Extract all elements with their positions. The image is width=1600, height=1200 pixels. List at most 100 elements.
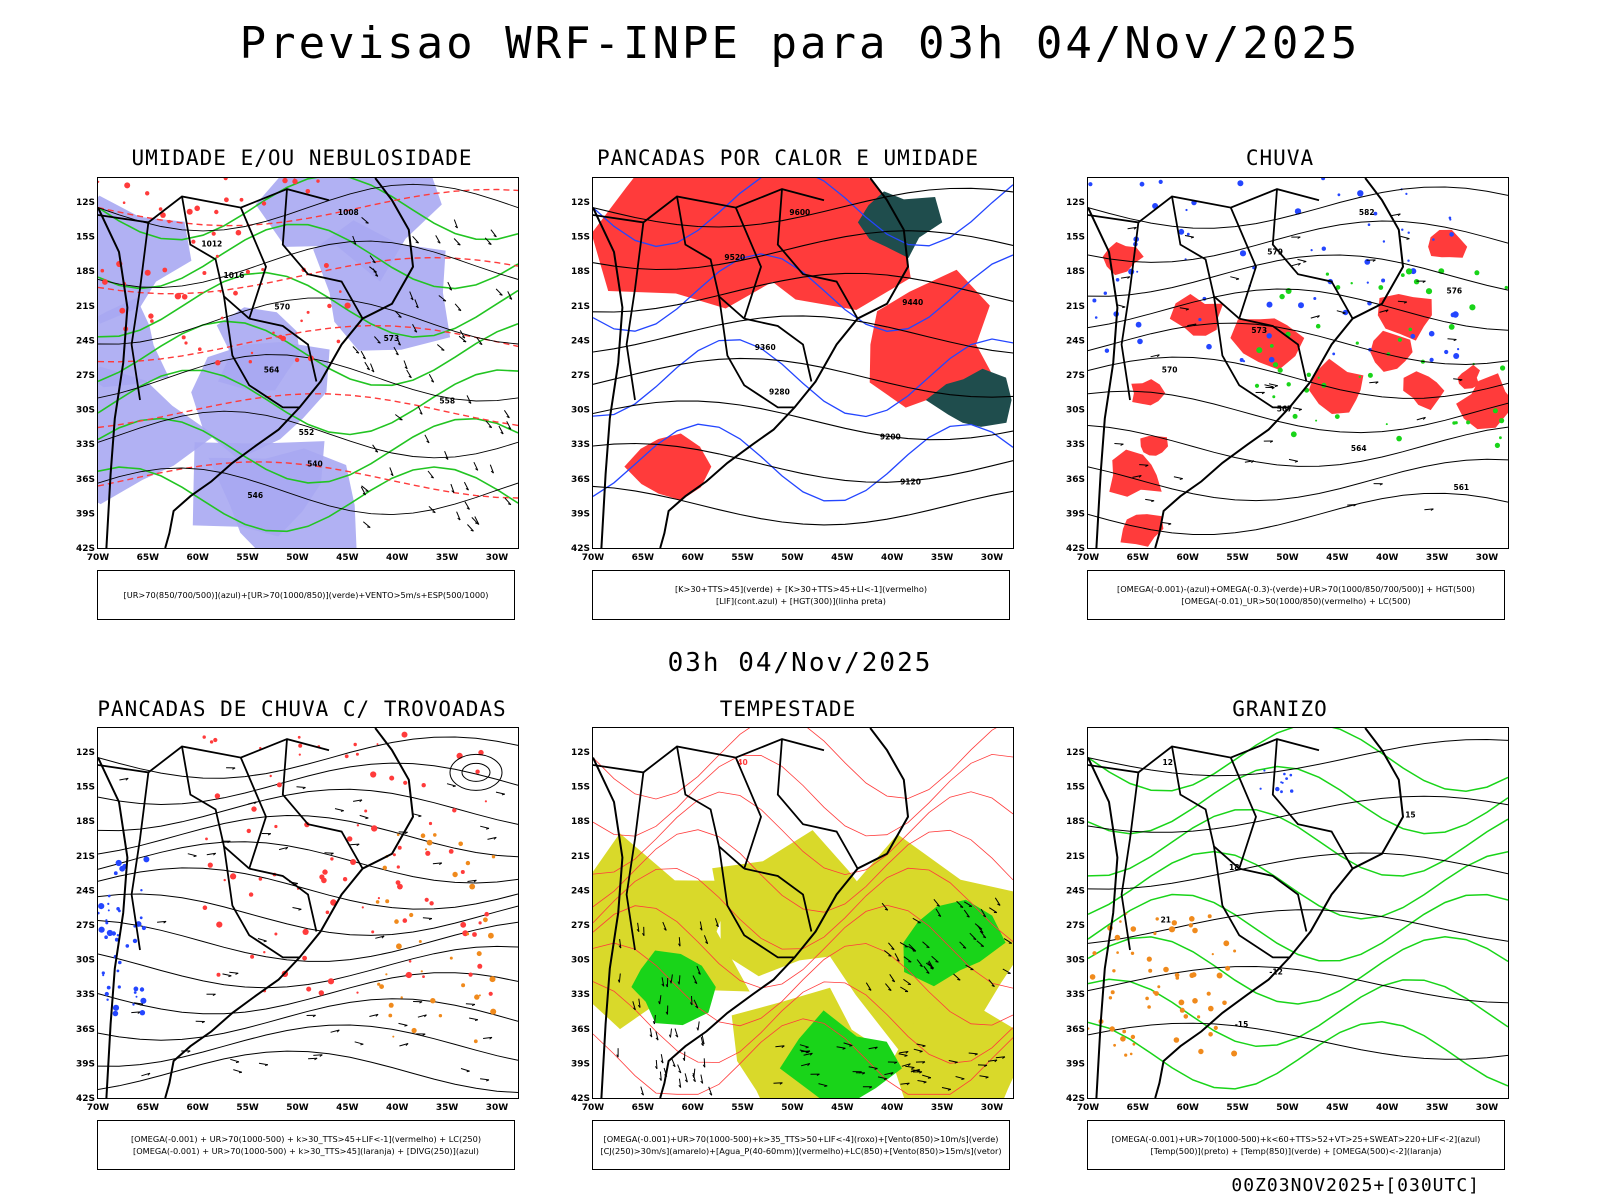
- streamline-arrow: [263, 940, 267, 943]
- country-border: [98, 188, 330, 224]
- wind-vector: [410, 297, 414, 301]
- omega500-speckle: [1092, 951, 1097, 956]
- thunderstorm-speckle: [452, 808, 457, 813]
- omega500-speckle: [1114, 934, 1121, 941]
- wind-vector: [360, 486, 366, 496]
- thunderstorm-speckle: [344, 754, 349, 759]
- streamline-arrow: [1297, 258, 1307, 262]
- streamline-arrow: [480, 1078, 490, 1081]
- wind-vector: [903, 956, 912, 963]
- wind-vector: [509, 297, 513, 300]
- legend-thunderstorms: [OMEGA(-0.001) + UR>70(1000-500) + k>30_…: [97, 1120, 515, 1170]
- lon-label: 35W: [931, 1103, 954, 1113]
- streamline-arrow: [1447, 338, 1457, 340]
- streamline-arrow: [1369, 381, 1379, 384]
- omega500-speckle: [1189, 972, 1195, 978]
- wind-vector: [702, 1064, 706, 1068]
- wind-vector: [453, 238, 461, 246]
- country-border: [776, 739, 859, 870]
- divergence-speckle: [133, 986, 139, 992]
- streamline-arrow: [1168, 523, 1172, 526]
- humidity-speckle: [181, 294, 188, 300]
- lon-label: 30W: [486, 1103, 509, 1113]
- omega500-speckle: [1173, 1037, 1180, 1043]
- hail-speckle: [1285, 777, 1288, 780]
- country-border: [1239, 867, 1308, 932]
- country-border: [1229, 757, 1257, 869]
- wind-vector: [956, 900, 964, 908]
- streamline-arrow: [1294, 460, 1298, 463]
- rain-area: [1457, 364, 1480, 389]
- wind-vector: [982, 914, 986, 918]
- lat-label: 12S: [1066, 198, 1085, 208]
- green-contour: [98, 178, 518, 241]
- lon-label: 55W: [1226, 1103, 1249, 1113]
- wind-vector: [674, 1028, 679, 1038]
- water-contour: [593, 1018, 1013, 1095]
- wind-vector: [694, 981, 698, 985]
- omega-speckle: [1136, 270, 1139, 273]
- streamline-arrow: [267, 833, 272, 836]
- lon-label: 55W: [731, 553, 754, 563]
- lon-label: 70W: [582, 553, 605, 563]
- streamline-arrow: [1261, 391, 1265, 395]
- omega-speckle: [1452, 311, 1459, 318]
- thunderstorm-speckle: [395, 880, 401, 885]
- thunderstorm-speckle: [216, 921, 223, 928]
- legend-line: [CJ(250)>30m/s](amarelo)+[Agua_P(40-60mm…: [600, 1146, 1002, 1156]
- streamline-arrow: [1379, 483, 1383, 486]
- thunderstorm-speckle: [460, 870, 465, 874]
- wind-vector: [504, 497, 512, 506]
- streamline-arrow: [1114, 443, 1124, 445]
- lat-label: 39S: [76, 509, 95, 519]
- temp850-contour: [1088, 850, 1508, 920]
- wind-vector: [508, 427, 512, 430]
- wind-vector: [994, 897, 1001, 906]
- wind-vector: [661, 977, 665, 987]
- wind-vector: [935, 961, 939, 963]
- streamline: [98, 788, 518, 832]
- contour-label: 570: [1162, 365, 1178, 374]
- streamline-arrow: [356, 843, 360, 847]
- humidity-speckle: [145, 191, 150, 196]
- panel-title-hail: GRANIZO: [1232, 697, 1328, 721]
- lon-label: 40W: [1376, 1103, 1399, 1113]
- coastline-west: [1088, 207, 1119, 548]
- divergence-speckle: [98, 911, 100, 915]
- wind-vector: [693, 1068, 696, 1078]
- lat-label: 36S: [571, 475, 590, 485]
- wind-vector: [963, 901, 973, 907]
- omega-speckle: [1239, 358, 1244, 362]
- divergence-speckle: [106, 985, 111, 990]
- country-border: [239, 207, 267, 319]
- omega-strong-speckle: [1499, 418, 1505, 424]
- wind-vector: [917, 1070, 921, 1073]
- streamline-arrow: [405, 1043, 409, 1046]
- omega-strong-speckle: [1272, 395, 1276, 399]
- wind-vector: [912, 949, 916, 951]
- wind-vector: [406, 369, 412, 378]
- humidity-speckle: [215, 254, 219, 258]
- wind-vector: [936, 904, 940, 907]
- wind-vector: [475, 468, 479, 471]
- hail-speckle: [1275, 786, 1280, 792]
- lon-label: 40W: [386, 553, 409, 563]
- wind-vector: [374, 450, 379, 453]
- streamline-arrow: [1406, 238, 1410, 240]
- omega-speckle: [1444, 349, 1449, 355]
- contour-label: 40: [737, 758, 747, 767]
- convection-speckle: [469, 883, 476, 890]
- wind-vector: [715, 924, 719, 928]
- omega-speckle: [1410, 333, 1416, 339]
- humidity-speckle: [239, 197, 244, 202]
- omega-speckle: [1332, 352, 1336, 356]
- omega-speckle: [1382, 240, 1386, 243]
- omega500-speckle: [1155, 917, 1159, 921]
- streamline-arrow: [1416, 416, 1426, 421]
- lat-label: 18S: [76, 817, 95, 827]
- omega-strong-speckle: [1290, 431, 1297, 438]
- lat-label: 18S: [571, 817, 590, 827]
- thunderstorm-speckle: [370, 771, 377, 778]
- wind-vector: [900, 986, 909, 993]
